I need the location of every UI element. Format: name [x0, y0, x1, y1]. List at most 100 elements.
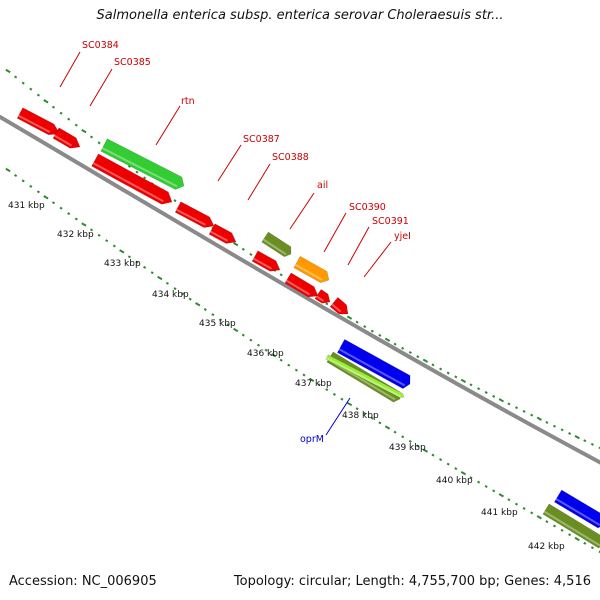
- gene-label-sc0384: SC0384: [82, 40, 119, 51]
- gene-highlight: [262, 238, 287, 256]
- outer-tick: [14, 75, 18, 79]
- inner-tick: [446, 462, 450, 466]
- inner-tick: [384, 425, 391, 430]
- gene-label-sc0388: SC0388: [272, 152, 309, 163]
- inner-tick: [112, 244, 116, 248]
- inner-tick: [165, 281, 169, 285]
- gene-arrow: [16, 107, 61, 136]
- inner-tick: [545, 520, 549, 524]
- outer-tick: [97, 141, 101, 145]
- outer-tick: [408, 351, 412, 354]
- outer-tick: [583, 439, 587, 443]
- inner-tick: [143, 265, 147, 269]
- gene-highlight: [53, 134, 73, 147]
- outer-tick: [363, 325, 367, 329]
- genome-summary: Topology: circular; Length: 4,755,700 bp…: [233, 574, 591, 589]
- outer-tick: [370, 329, 374, 333]
- inner-tick: [249, 338, 253, 342]
- outer-tick: [492, 394, 496, 398]
- inner-tick: [294, 368, 298, 372]
- outer-tick: [89, 135, 94, 139]
- inner-tick: [498, 493, 504, 498]
- inner-tick: [233, 327, 239, 333]
- ruler-label: 440 kbp: [436, 476, 473, 486]
- inner-tick: [5, 167, 11, 173]
- gene-arrow: [251, 250, 281, 272]
- gene-arrow: [100, 138, 185, 190]
- inner-tick: [150, 271, 154, 275]
- inner-tick: [460, 470, 467, 476]
- outer-tick: [590, 442, 594, 446]
- gene-arrow: [553, 489, 600, 529]
- ruler-label: 436 kbp: [247, 349, 284, 359]
- gene-highlight: [338, 348, 406, 387]
- gene-label-sc0391: SC0391: [372, 216, 409, 227]
- gene-label-sc0390: SC0390: [349, 202, 386, 213]
- inner-tick: [270, 353, 277, 358]
- inner-tick: [393, 430, 397, 434]
- outer-tick: [43, 99, 49, 104]
- inner-tick: [135, 260, 139, 264]
- ruler-label: 438 kbp: [342, 411, 379, 421]
- inner-tick: [188, 297, 192, 301]
- outer-tick: [422, 358, 429, 363]
- ruler-label: 432 kbp: [57, 230, 94, 240]
- inner-tick: [355, 407, 359, 411]
- inner-tick: [560, 528, 564, 532]
- inner-tick: [574, 536, 580, 542]
- inner-tick: [370, 416, 374, 420]
- outer-tick: [173, 199, 177, 203]
- gene-arrow: [542, 503, 600, 549]
- outer-tick: [560, 428, 564, 432]
- inner-tick: [241, 333, 245, 337]
- outer-tick: [74, 123, 78, 127]
- inner-tick: [416, 444, 420, 448]
- gene-arrow: [325, 354, 405, 399]
- gene-highlight: [92, 162, 164, 203]
- map-title: Salmonella enterica subsp. enterica sero…: [96, 8, 504, 23]
- outer-tick: [249, 253, 253, 256]
- gene-arrow: [174, 201, 215, 228]
- inner-tick: [89, 228, 94, 232]
- outer-tick: [378, 333, 382, 337]
- label-leader-line: [323, 212, 347, 253]
- gene-highlight: [294, 263, 323, 281]
- inner-tick: [302, 373, 306, 377]
- inner-tick: [583, 541, 587, 545]
- gene-highlight: [176, 208, 206, 226]
- label-leader-line: [325, 397, 351, 436]
- gene-highlight: [18, 114, 51, 133]
- inner-tick: [226, 323, 230, 327]
- inner-tick: [51, 201, 56, 205]
- outer-tick: [393, 342, 397, 346]
- gene-highlight: [315, 295, 325, 302]
- inner-tick: [332, 392, 336, 396]
- outer-tick: [552, 424, 557, 428]
- gene-arrow: [284, 272, 319, 298]
- inner-tick: [105, 239, 109, 243]
- gene-arrow: [91, 153, 173, 205]
- label-leader-line: [247, 163, 271, 201]
- gene-arrow: [336, 338, 411, 389]
- gene-highlight: [331, 303, 342, 313]
- inner-tick: [74, 217, 78, 221]
- inner-tick: [43, 195, 49, 200]
- inner-tick: [36, 190, 40, 194]
- inner-tick: [536, 515, 542, 520]
- outer-tick: [530, 413, 534, 417]
- label-leader-line: [347, 226, 370, 266]
- label-leader-line: [217, 144, 242, 182]
- inner-tick: [119, 249, 125, 254]
- inner-tick: [21, 179, 25, 183]
- outer-tick: [51, 105, 56, 109]
- gene-label-ail: ail: [317, 180, 328, 191]
- inner-tick: [287, 363, 291, 367]
- inner-tick: [346, 401, 353, 407]
- inner-tick: [507, 498, 511, 502]
- outer-tick: [536, 416, 542, 421]
- outer-tick: [574, 434, 580, 440]
- inner-tick: [308, 377, 315, 383]
- inner-tick: [477, 480, 481, 484]
- outer-tick: [416, 355, 420, 359]
